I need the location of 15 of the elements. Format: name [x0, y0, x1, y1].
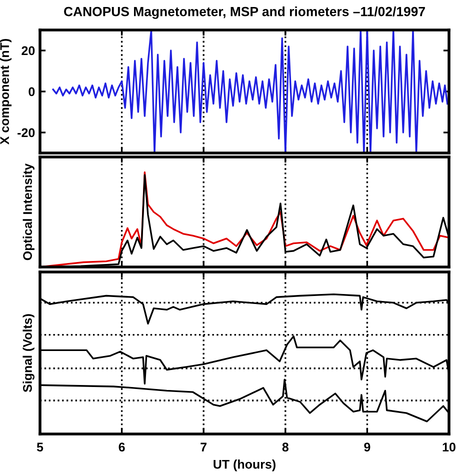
y-tick-label: 0	[28, 87, 35, 96]
x-tick-label: 9	[364, 442, 370, 452]
x-tick-label: 6	[118, 442, 125, 452]
y-axis-title: Signal (Volts)	[22, 314, 34, 392]
y-axis-title: X component (nT)	[0, 39, 12, 145]
x-tick-label: 7	[200, 442, 207, 452]
x-tick-label: 8	[282, 442, 288, 452]
line-series	[52, 30, 448, 153]
y-tick-label: 20	[22, 46, 35, 56]
chart-title: CANOPUS Magnetometer, MSP and riometers –11/02/1997	[64, 6, 425, 19]
x-tick-label: 5	[36, 442, 44, 452]
x-tick-label: 10	[442, 442, 456, 452]
y-axis-title: Optical Intensity	[22, 163, 34, 260]
x-axis-title: UT (hours)	[214, 460, 276, 472]
y-tick-label: -20	[18, 128, 35, 138]
